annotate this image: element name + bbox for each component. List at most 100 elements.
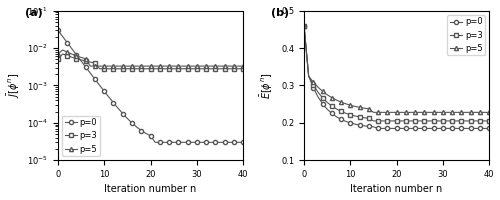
p=0 xyxy=(222,141,228,144)
p=5 xyxy=(176,65,182,67)
p=5 xyxy=(212,65,218,67)
p=3 xyxy=(329,105,335,107)
p=3 xyxy=(324,101,330,104)
p=3 xyxy=(458,120,464,122)
p=3 xyxy=(320,97,326,99)
p=3 xyxy=(370,120,376,122)
p=3 xyxy=(162,68,168,70)
p=3 xyxy=(389,120,395,122)
p=3 xyxy=(203,68,209,70)
p=0 xyxy=(458,127,464,130)
p=0 xyxy=(310,86,316,89)
X-axis label: Iteration number n: Iteration number n xyxy=(350,184,442,194)
Line: p=0: p=0 xyxy=(302,24,492,131)
p=0 xyxy=(389,127,395,130)
p=5 xyxy=(240,65,246,67)
p=5 xyxy=(236,65,242,67)
p=3 xyxy=(231,68,237,70)
p=5 xyxy=(338,101,344,103)
p=0 xyxy=(422,127,428,130)
p=5 xyxy=(124,65,130,67)
p=5 xyxy=(348,104,354,106)
p=3 xyxy=(430,120,436,122)
p=5 xyxy=(226,65,232,67)
p=5 xyxy=(422,111,428,114)
p=3 xyxy=(394,120,400,122)
p=3 xyxy=(78,59,84,61)
p=3 xyxy=(412,120,418,122)
p=5 xyxy=(222,65,228,67)
p=3 xyxy=(212,68,218,70)
p=5 xyxy=(162,65,168,67)
p=0 xyxy=(96,84,102,86)
p=3 xyxy=(92,62,98,64)
p=5 xyxy=(92,65,98,67)
p=5 xyxy=(134,65,140,67)
p=0 xyxy=(170,141,176,144)
p=0 xyxy=(412,127,418,130)
p=0 xyxy=(463,127,469,130)
Line: p=3: p=3 xyxy=(302,24,492,123)
p=5 xyxy=(148,65,154,67)
p=5 xyxy=(361,107,367,109)
p=0 xyxy=(88,72,94,74)
p=5 xyxy=(394,111,400,114)
p=0 xyxy=(361,125,367,127)
p=5 xyxy=(64,51,70,53)
p=3 xyxy=(60,53,66,55)
Line: p=3: p=3 xyxy=(56,52,245,71)
p=5 xyxy=(96,65,102,67)
p=0 xyxy=(320,103,326,105)
p=3 xyxy=(180,68,186,70)
p=0 xyxy=(208,141,214,144)
p=0 xyxy=(482,127,488,130)
p=5 xyxy=(143,65,149,67)
p=5 xyxy=(417,111,423,114)
p=0 xyxy=(348,122,354,124)
p=5 xyxy=(412,111,418,114)
p=0 xyxy=(366,125,372,128)
p=0 xyxy=(454,127,460,130)
p=3 xyxy=(134,68,140,70)
p=5 xyxy=(129,65,135,67)
p=5 xyxy=(408,111,414,114)
p=0 xyxy=(426,127,432,130)
p=5 xyxy=(444,111,450,114)
p=0 xyxy=(380,127,386,130)
p=5 xyxy=(380,111,386,114)
p=0 xyxy=(198,141,204,144)
p=5 xyxy=(152,65,158,67)
p=5 xyxy=(198,65,204,67)
p=0 xyxy=(152,141,158,144)
Y-axis label: $\bar{E}[\phi^n]$: $\bar{E}[\phi^n]$ xyxy=(260,72,276,99)
p=3 xyxy=(189,68,195,70)
p=5 xyxy=(55,53,61,55)
p=0 xyxy=(444,127,450,130)
p=5 xyxy=(82,58,88,60)
p=0 xyxy=(226,141,232,144)
p=3 xyxy=(170,68,176,70)
p=5 xyxy=(194,65,200,67)
p=0 xyxy=(394,127,400,130)
p=0 xyxy=(78,60,84,62)
p=5 xyxy=(375,111,381,114)
p=5 xyxy=(106,65,112,67)
p=5 xyxy=(217,65,223,67)
p=3 xyxy=(426,120,432,122)
p=5 xyxy=(306,75,312,77)
p=0 xyxy=(375,127,381,130)
Line: p=5: p=5 xyxy=(56,48,245,68)
p=0 xyxy=(370,126,376,128)
p=0 xyxy=(82,66,88,68)
p=5 xyxy=(389,111,395,114)
p=3 xyxy=(306,75,312,77)
p=0 xyxy=(417,127,423,130)
p=0 xyxy=(60,35,66,38)
p=0 xyxy=(472,127,478,130)
p=5 xyxy=(138,65,144,67)
p=3 xyxy=(176,68,182,70)
p=0 xyxy=(143,132,149,135)
p=3 xyxy=(482,120,488,122)
p=3 xyxy=(198,68,204,70)
p=5 xyxy=(449,111,455,114)
